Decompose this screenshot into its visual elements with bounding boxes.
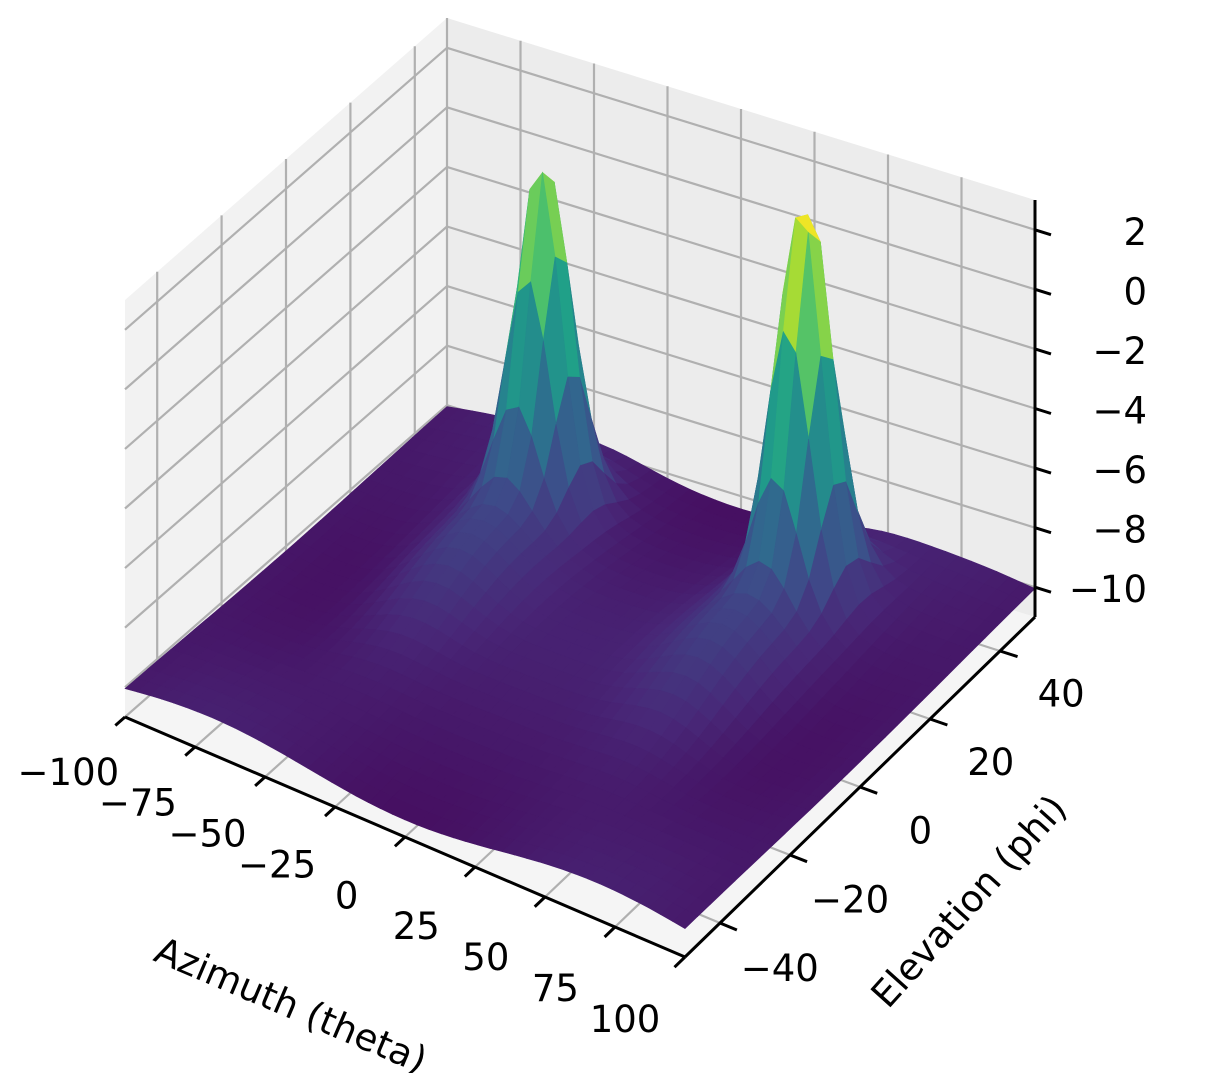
y-tick	[789, 853, 808, 864]
y-tick-label: 0	[909, 810, 933, 853]
left-grid-z	[124, 166, 448, 450]
left-grid-z	[124, 404, 448, 689]
left-grid-z	[124, 225, 448, 510]
x-tick-label: −25	[238, 843, 316, 886]
x-tick	[324, 805, 337, 818]
z-tick-label: −10	[1069, 568, 1147, 611]
z-tick-label: 0	[1123, 270, 1147, 313]
surface-cell	[672, 909, 698, 929]
z-tick-label: −6	[1092, 449, 1147, 492]
left-grid-z	[124, 285, 448, 569]
x-tick-label: −100	[18, 751, 120, 794]
x-tick-label: 50	[462, 936, 509, 979]
z-tick-label: −8	[1092, 509, 1147, 552]
y-tick-label: −20	[811, 878, 889, 921]
y-tick	[929, 717, 948, 727]
x-tick	[114, 715, 126, 727]
x-tick-label: −75	[99, 782, 177, 825]
z-tick-label: −4	[1092, 390, 1147, 433]
z-tick	[1034, 466, 1052, 475]
x-tick	[533, 895, 547, 908]
z-tick	[1034, 347, 1052, 356]
z-tick	[1034, 407, 1052, 415]
x-tick	[463, 865, 477, 878]
y-tick-label: 20	[967, 741, 1014, 784]
z-tick-label: −2	[1092, 330, 1147, 373]
y-tick-label: −40	[741, 947, 819, 990]
y-axis-label: Elevation (phi)	[863, 787, 1075, 1016]
y-tick	[859, 785, 878, 795]
x-tick	[673, 955, 687, 969]
z-tick	[1034, 585, 1052, 594]
z-tick	[1034, 526, 1052, 535]
back-grid-z	[446, 46, 1036, 231]
x-tick-label: 25	[393, 905, 440, 948]
y-tick	[999, 649, 1019, 659]
x-tick-label: 100	[590, 998, 661, 1041]
x-tick-label: 0	[335, 874, 359, 917]
x-axis-label: Azimuth (theta)	[148, 929, 433, 1073]
y-tick-label: 40	[1038, 672, 1085, 715]
x-tick	[603, 925, 617, 939]
tick-marks	[114, 228, 1052, 969]
x-tick	[184, 745, 196, 757]
y-tick	[719, 921, 738, 932]
x-tick-label: −50	[168, 813, 246, 856]
left-grid-z	[124, 106, 448, 391]
z-tick	[1034, 228, 1052, 237]
left-grid-z	[124, 46, 448, 331]
x-tick	[393, 835, 407, 848]
surface-mesh	[124, 171, 1036, 929]
z-tick-label: 2	[1123, 211, 1147, 254]
left-grid-z	[124, 344, 448, 629]
x-tick-label: 75	[532, 967, 579, 1010]
back-grid-z	[446, 106, 1036, 291]
z-tick	[1034, 287, 1052, 296]
x-tick	[254, 775, 267, 788]
